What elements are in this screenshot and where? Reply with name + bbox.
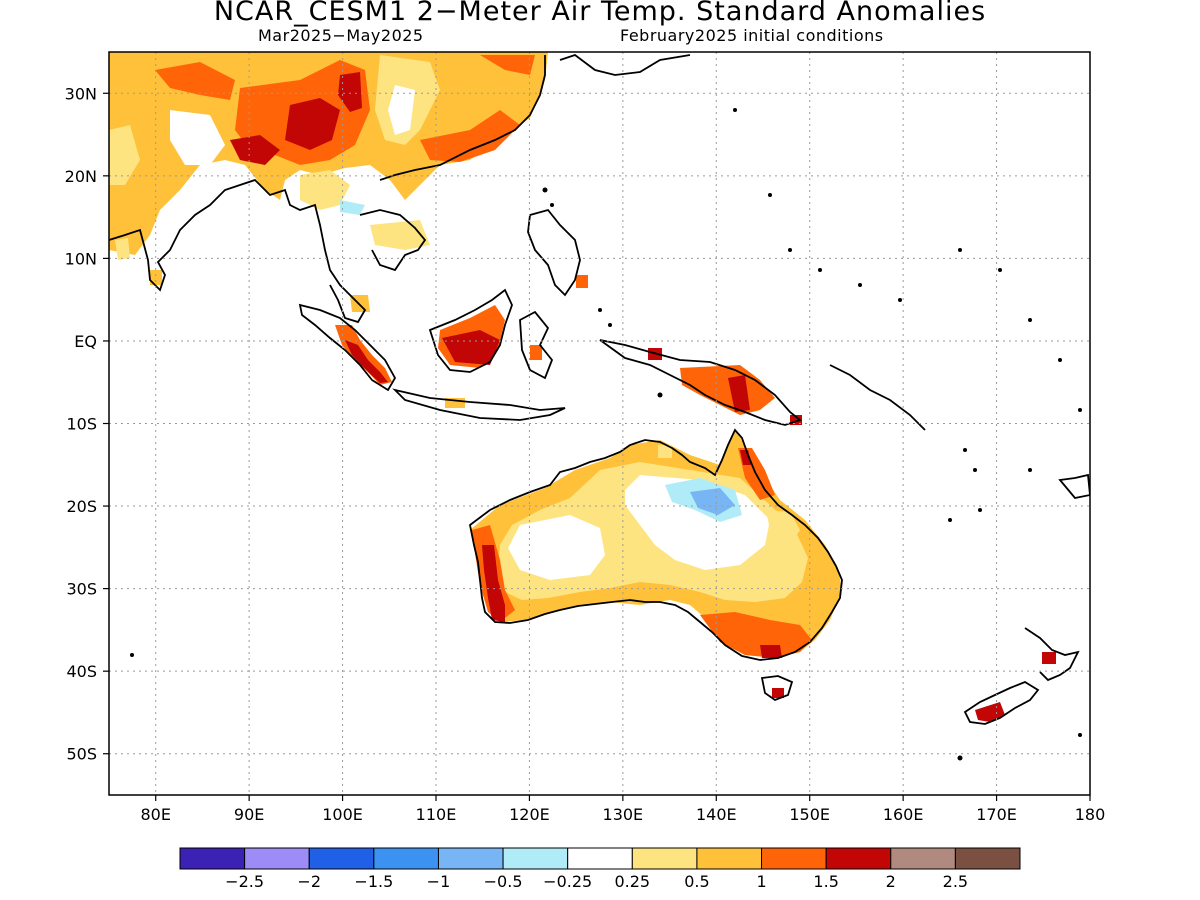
latitude-labels: 30N 20N 10N EQ 10S 20S 30S 40S 50S (65, 84, 97, 763)
colorbar-swatch (631, 847, 698, 870)
anomaly-map (109, 52, 1090, 761)
lat-tick-label: 50S (66, 745, 97, 764)
lon-tick-label: 170E (976, 805, 1017, 824)
asia-anomaly-region (109, 52, 548, 285)
lat-tick-label: 20S (66, 497, 97, 516)
colorbar-label: 1.5 (813, 872, 838, 891)
colorbar-label: −1.5 (354, 872, 393, 891)
forecast-period: Mar2025−May2025 (258, 26, 424, 45)
colorbar-label: 0.5 (684, 872, 709, 891)
colorbar-label: −2.5 (225, 872, 264, 891)
australia-anomaly-region (470, 430, 842, 698)
lat-tick-label: 20N (65, 167, 97, 186)
colorbar-label: −0.25 (543, 872, 592, 891)
colorbar-swatch (373, 847, 439, 870)
colorbar-swatch (502, 847, 569, 870)
lon-tick-label: 100E (322, 805, 363, 824)
lat-tick-label: 10S (66, 415, 97, 434)
colorbar-label: −0.5 (484, 872, 523, 891)
lon-tick-label: 180 (1075, 805, 1106, 824)
lat-tick-label: 40S (66, 662, 97, 681)
lon-tick-label: 110E (416, 805, 457, 824)
lat-tick-label: EQ (74, 332, 97, 351)
colorbar-labels: −2.5 −2 −1.5 −1 −0.5 −0.25 0.25 0.5 1 1.5 2 2.5 (225, 872, 968, 891)
colorbar (179, 847, 1021, 870)
colorbar-swatch (761, 847, 827, 870)
colorbar-label: 2.5 (943, 872, 968, 891)
colorbar-label: 1 (756, 872, 766, 891)
new-zealand-anomaly-region (975, 652, 1056, 722)
colorbar-label: 0.25 (614, 872, 650, 891)
coastlines (109, 53, 1090, 725)
colorbar-label: −2 (297, 872, 321, 891)
lon-tick-label: 140E (696, 805, 737, 824)
lon-tick-label: 80E (140, 805, 170, 824)
lat-tick-label: 30S (66, 580, 97, 599)
colorbar-label: 2 (886, 872, 896, 891)
islands (130, 108, 1082, 761)
colorbar-swatch (567, 847, 633, 870)
colorbar-swatch (890, 847, 956, 870)
lon-tick-label: 150E (789, 805, 830, 824)
lat-tick-label: 30N (65, 84, 97, 103)
lon-tick-label: 160E (883, 805, 924, 824)
longitude-labels: 80E 90E 100E 110E 120E 130E 140E 150E 160E 170E 18… (140, 805, 1105, 824)
chart-title: NCAR_CESM1 2−Meter Air Temp. Standard An… (213, 0, 987, 27)
lon-tick-label: 90E (234, 805, 264, 824)
lat-tick-label: 10N (65, 249, 97, 268)
colorbar-swatch (825, 847, 892, 870)
colorbar-swatch (308, 847, 375, 870)
colorbar-swatch (179, 847, 246, 870)
graticule (109, 52, 1090, 795)
colorbar-swatch (437, 847, 504, 870)
colorbar-label: −1 (427, 872, 451, 891)
axis-ticks (103, 92, 1091, 801)
initial-conditions: February2025 initial conditions (620, 26, 884, 45)
colorbar-swatch (696, 847, 763, 870)
lon-tick-label: 120E (509, 805, 550, 824)
maritime-anomaly-region (335, 275, 802, 425)
colorbar-swatch (244, 847, 310, 870)
colorbar-swatch (954, 847, 1021, 870)
lon-tick-label: 130E (603, 805, 644, 824)
